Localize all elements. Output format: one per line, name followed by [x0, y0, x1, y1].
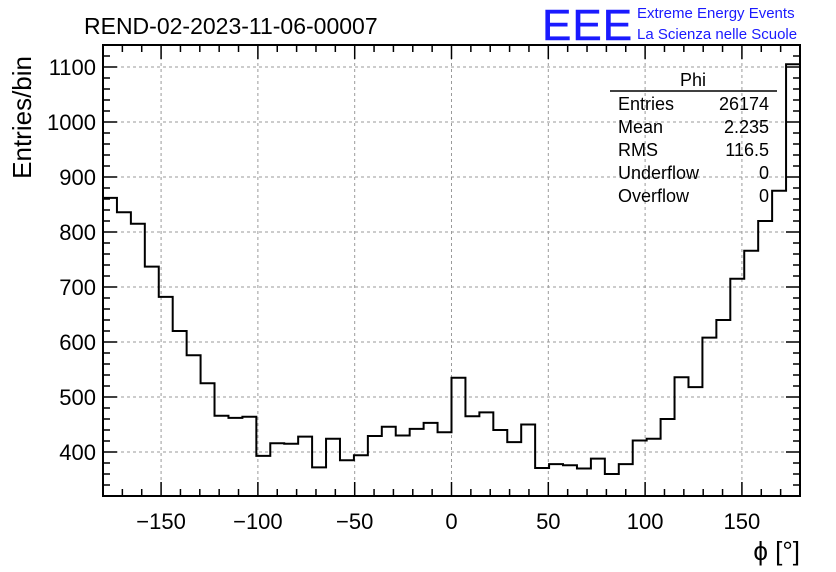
- y-tick-labels: 400 500 600 700 800 900 1000 1100: [47, 55, 96, 465]
- y-tick-label: 700: [59, 275, 96, 300]
- x-tick-label: 150: [724, 509, 761, 534]
- stats-value-mean: 2.235: [724, 117, 769, 137]
- x-tick-label: −100: [233, 509, 283, 534]
- stats-label-mean: Mean: [618, 117, 663, 137]
- x-tick-label: 0: [445, 509, 457, 534]
- y-tick-label: 600: [59, 330, 96, 355]
- eee-logo-mark: EEE: [542, 1, 633, 50]
- stats-box: Phi Entries 26174 Mean 2.235 RMS 116.5 U…: [610, 70, 777, 206]
- chart-title: REND-02-2023-11-06-00007: [84, 13, 378, 39]
- y-tick-label: 900: [59, 165, 96, 190]
- y-tick-label: 800: [59, 220, 96, 245]
- eee-logo-line1: Extreme Energy Events: [637, 5, 795, 22]
- x-tick-labels: −150 −100 −50 0 50 100 150: [136, 509, 760, 534]
- stats-label-overflow: Overflow: [618, 186, 690, 206]
- y-tick-label: 400: [59, 440, 96, 465]
- x-tick-label: 50: [536, 509, 560, 534]
- x-tick-label: 100: [627, 509, 664, 534]
- y-tick-label: 1100: [49, 55, 96, 80]
- stats-box-title: Phi: [680, 70, 706, 90]
- x-tick-label: −150: [136, 509, 186, 534]
- stats-label-underflow: Underflow: [618, 163, 700, 183]
- y-tick-label: 1000: [47, 110, 96, 135]
- eee-logo-line2: La Scienza nelle Scuole: [637, 26, 797, 43]
- stats-value-rms: 116.5: [725, 140, 769, 160]
- x-tick-label: −50: [336, 509, 373, 534]
- x-axis-title: ϕ [°]: [753, 536, 800, 566]
- stats-value-overflow: 0: [759, 186, 769, 206]
- y-axis-title: Entries/bin: [7, 56, 37, 179]
- stats-value-entries: 26174: [719, 94, 769, 114]
- stats-label-entries: Entries: [618, 94, 674, 114]
- eee-logo: EEE Extreme Energy Events La Scienza nel…: [542, 1, 797, 51]
- stats-label-rms: RMS: [618, 140, 658, 160]
- stats-value-underflow: 0: [759, 163, 769, 183]
- histogram-line: [103, 63, 800, 475]
- y-tick-label: 500: [59, 385, 96, 410]
- axis-ticks: [102, 44, 801, 496]
